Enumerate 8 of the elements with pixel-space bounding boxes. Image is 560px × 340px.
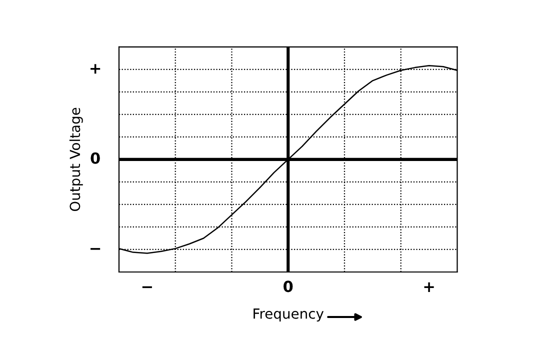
text: + [90, 64, 100, 74]
y-axis-title: Output Voltage [69, 108, 83, 212]
x-axis-title: Frequency [254, 308, 324, 322]
text: 0 [90, 152, 100, 164]
text: − [142, 286, 152, 288]
text: 0 [284, 280, 293, 292]
text: + [424, 282, 434, 292]
text: − [90, 248, 100, 250]
